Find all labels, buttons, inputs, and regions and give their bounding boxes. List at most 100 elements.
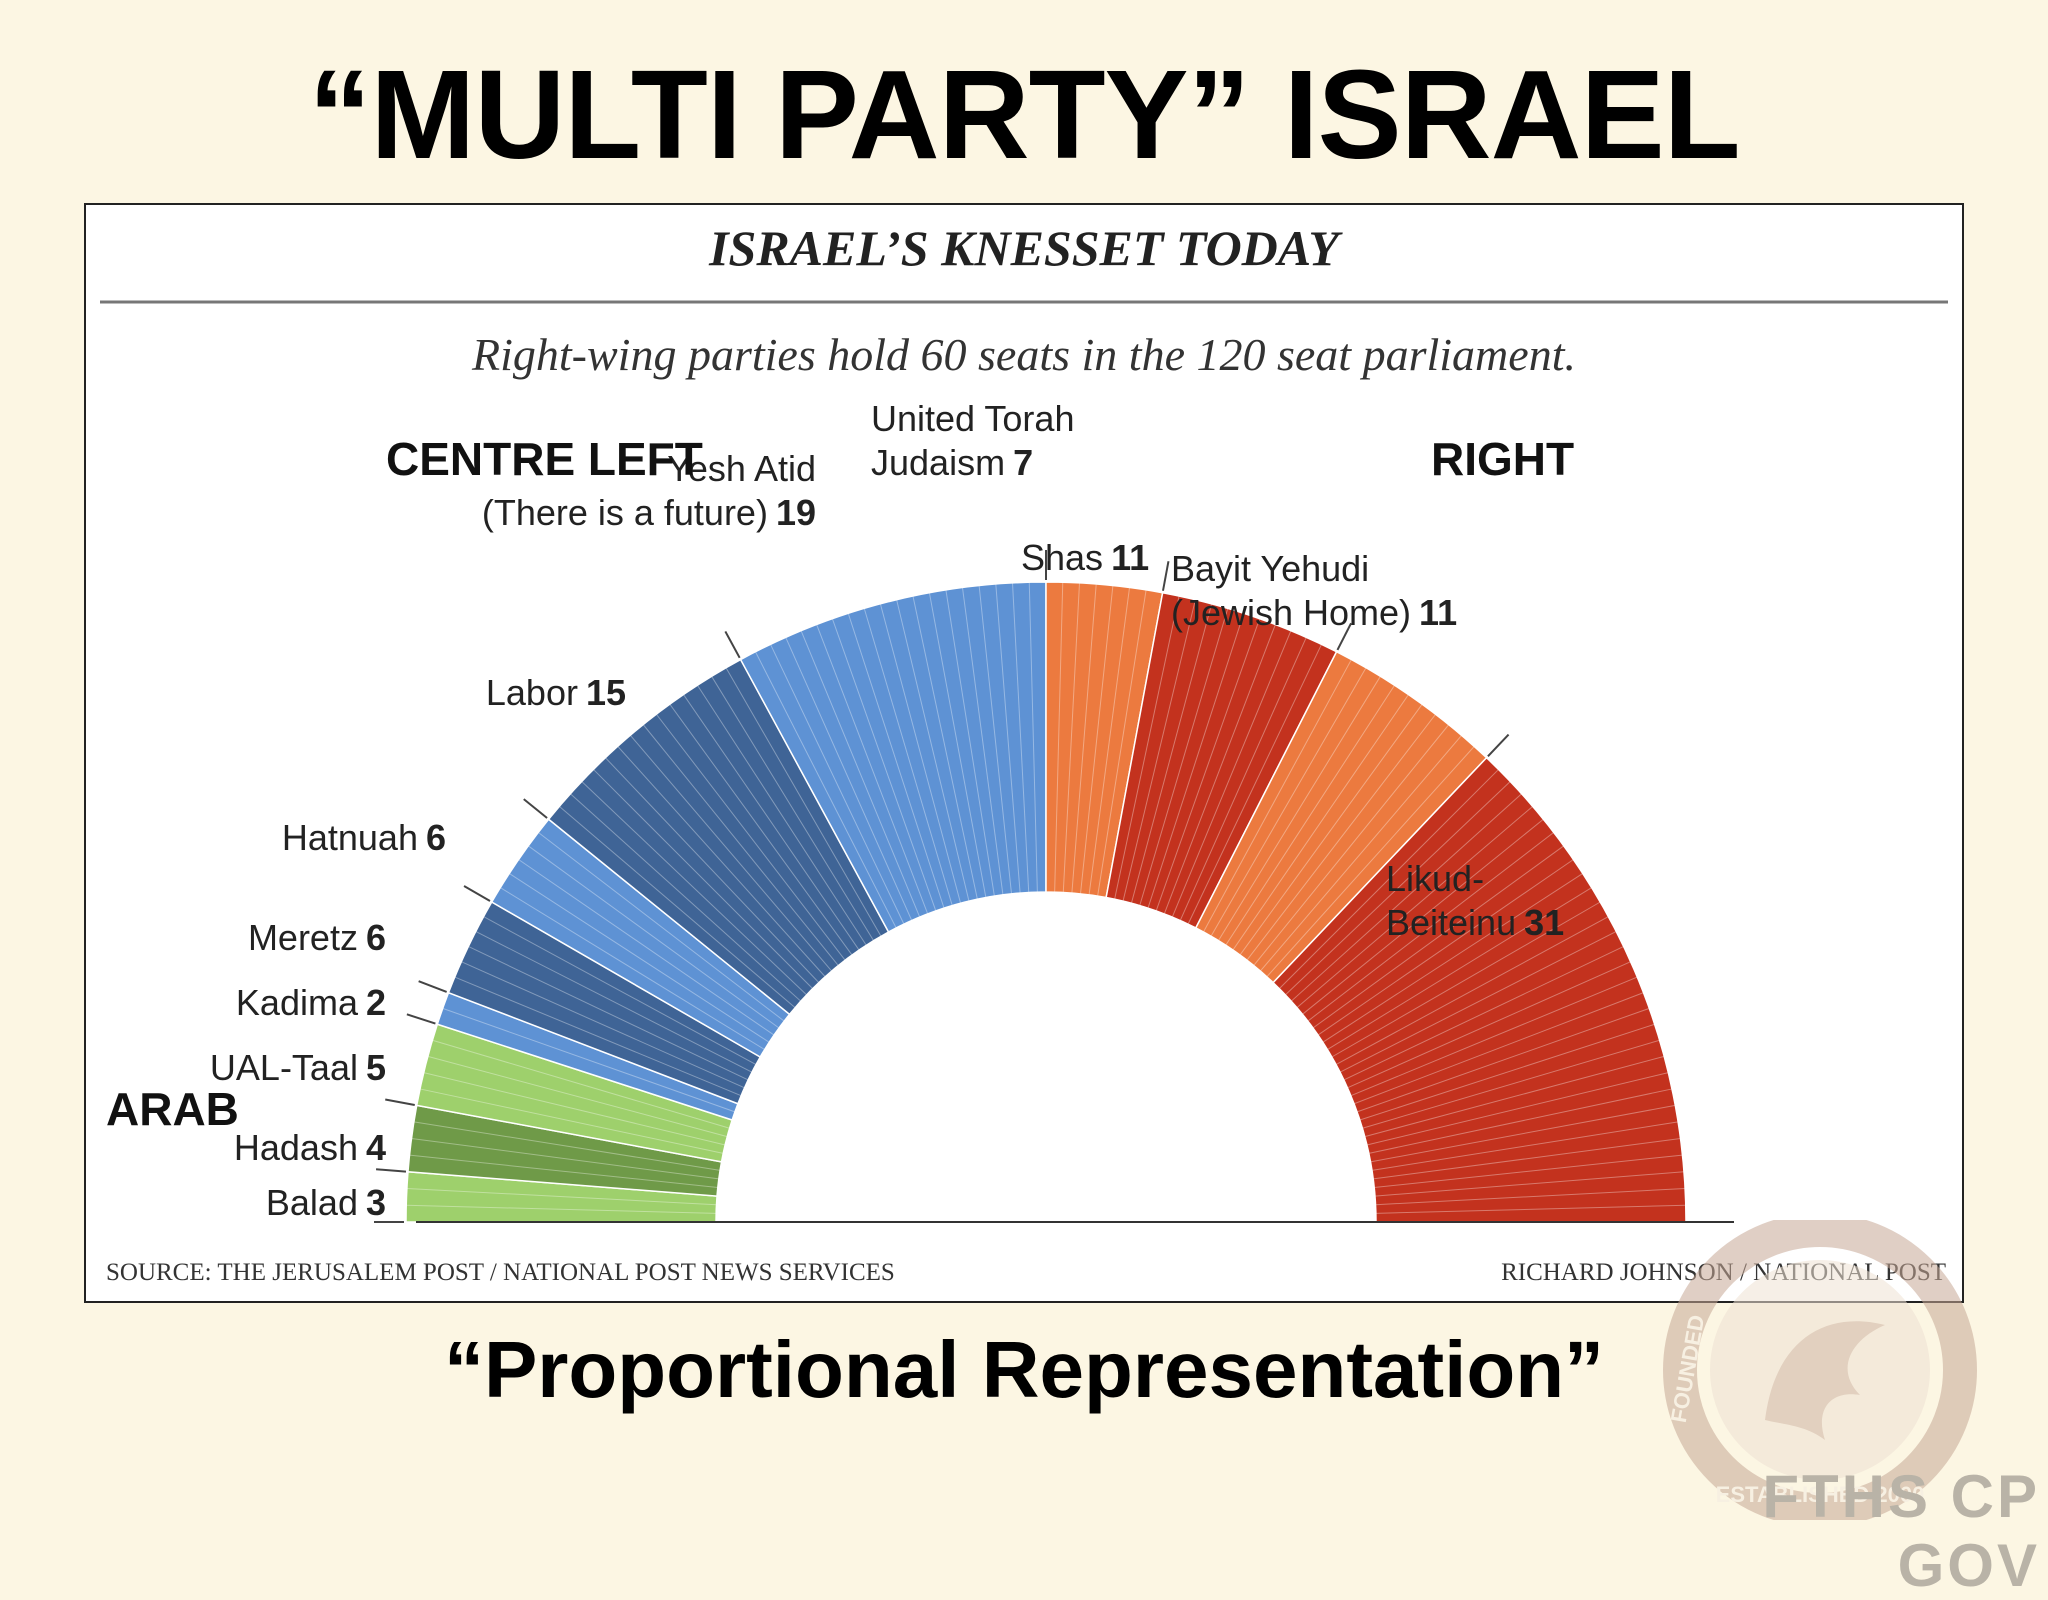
seat-divider: [1290, 793, 1522, 1002]
seat-divider: [831, 618, 937, 912]
chart-panel: ISRAEL’S KNESSET TODAY Right-wing partie…: [84, 203, 1964, 1303]
seat-divider: [1343, 946, 1624, 1081]
seat-count-hatnuah: 6: [426, 817, 446, 858]
label-bayit-yehudi: Bayit Yehudi (Jewish Home) 11: [1171, 548, 1457, 633]
seat-divider: [1179, 637, 1307, 921]
seat-divider: [1088, 587, 1131, 895]
seat-divider: [419, 1088, 724, 1154]
seat-divider: [785, 637, 913, 921]
seat-divider: [1210, 667, 1367, 937]
seat-divider: [1296, 805, 1533, 1009]
seat-divider: [1266, 746, 1475, 978]
seat-count-kadima: 2: [366, 982, 386, 1023]
seat-divider: [483, 916, 757, 1065]
tick-hadash: [375, 1168, 407, 1173]
seat-count-ual-taal: 5: [366, 1047, 386, 1088]
seat-divider: [468, 946, 749, 1081]
seat-divider: [1362, 1039, 1660, 1129]
school-seal-watermark: FOUNDED ESTABLISHED 2000: [1663, 1220, 1977, 1520]
seat-divider: [1097, 589, 1147, 897]
tick-hatnuah: [463, 885, 491, 902]
seat-divider: [617, 746, 826, 978]
seat-divider: [1147, 613, 1245, 909]
seat-count-balad: 3: [366, 1182, 386, 1223]
seat-divider: [961, 587, 1004, 895]
label-labor: Labor 15: [486, 672, 626, 713]
seat-divider: [1187, 644, 1322, 925]
seat-divider: [1375, 1188, 1686, 1206]
seat-divider: [423, 1072, 726, 1146]
seat-divider: [1259, 735, 1463, 972]
source-note: SOURCE: THE JERUSALEM POST / NATIONAL PO…: [106, 1259, 895, 1286]
seat-divider: [1122, 599, 1196, 902]
seat-count-likud-beiteinu: 31: [1524, 902, 1564, 943]
seat-divider: [816, 624, 929, 915]
seat-divider: [1203, 659, 1352, 933]
wedge-likud-beiteinu: [1272, 756, 1687, 1223]
seat-divider-layer: [406, 582, 1686, 1214]
seat-divider: [655, 713, 846, 961]
seat-divider: [406, 1188, 717, 1206]
seat-divider: [1327, 887, 1592, 1051]
chart-title: ISRAEL’S KNESSET TODAY: [708, 220, 1343, 276]
seat-divider: [537, 831, 785, 1022]
seat-divider: [413, 1121, 721, 1171]
seat-divider: [1302, 818, 1544, 1015]
seat-divider: [1285, 781, 1511, 996]
seat-divider: [1114, 595, 1180, 900]
seat-divider: [1368, 1088, 1673, 1154]
seal-ring-text-bottom: ESTABLISHED 2000: [1716, 1482, 1925, 1507]
seat-divider: [770, 644, 905, 925]
seat-divider: [1139, 608, 1229, 906]
seat-divider: [1322, 873, 1584, 1043]
seat-divider: [581, 781, 807, 996]
seat-divider: [1028, 582, 1038, 893]
seat-divider: [711, 676, 875, 941]
label-hatnuah: Hatnuah 6: [282, 817, 446, 858]
seat-count-hadash: 4: [366, 1127, 386, 1168]
seat-divider: [559, 805, 796, 1009]
label-layer: Balad 3 Hadash 4 UAL-Taal 5 Kadima 2 Meretz 6 Hatn…: [210, 398, 1564, 1223]
seat-divider: [1239, 703, 1423, 956]
label-yesh-atid: Yesh Atid (There is a future) 19: [482, 448, 816, 533]
seat-divider: [1347, 961, 1631, 1089]
tick-likud-beiteinu: [1487, 733, 1510, 757]
seat-divider: [1225, 684, 1395, 946]
wedge-yesh-atid: [739, 581, 1047, 934]
seat-divider: [409, 1154, 718, 1189]
seat-count-bayit-yehudi: 11: [1419, 592, 1457, 633]
seat-divider: [1012, 582, 1030, 893]
seat-divider: [800, 630, 921, 918]
seat-divider: [1331, 901, 1601, 1058]
seat-divider: [527, 845, 780, 1029]
seal-outer-ring: [1663, 1220, 1977, 1520]
seat-divider: [1373, 1137, 1681, 1180]
seat-divider: [1374, 1171, 1685, 1197]
label-balad: Balad 3: [266, 1182, 386, 1223]
slide-title: “MULTI PARTY” ISRAEL: [308, 44, 1740, 185]
seat-count-united-torah-judaism: 7: [1013, 442, 1033, 483]
seat-divider: [500, 887, 765, 1051]
seat-divider: [518, 859, 775, 1036]
seat-divider: [570, 793, 802, 1002]
label-shas: Shas 11: [1021, 537, 1149, 578]
seat-divider: [605, 757, 820, 983]
label-hadash: Hadash 4: [234, 1127, 386, 1168]
seat-divider: [879, 603, 962, 904]
label-likud-beiteinu: Likud-Beiteinu 31: [1386, 858, 1564, 943]
tick-bayit-yehudi: [1336, 622, 1352, 651]
seat-divider: [1253, 724, 1450, 966]
chart-subtitle: Right-wing parties hold 60 seats in the …: [471, 329, 1576, 380]
seat-divider: [896, 599, 970, 902]
seat-divider: [669, 703, 853, 956]
label-meretz: Meretz 6: [248, 917, 386, 958]
seat-divider: [1317, 859, 1574, 1036]
label-ual-taal: UAL-Taal 5: [210, 1047, 386, 1088]
seat-divider: [1371, 1121, 1679, 1171]
seat-divider: [995, 583, 1021, 894]
seat-divider: [593, 769, 814, 990]
seat-divider: [406, 1204, 717, 1214]
seat-count-shas: 11: [1111, 537, 1149, 578]
tick-kadima: [406, 1013, 436, 1025]
seat-divider: [683, 694, 860, 951]
